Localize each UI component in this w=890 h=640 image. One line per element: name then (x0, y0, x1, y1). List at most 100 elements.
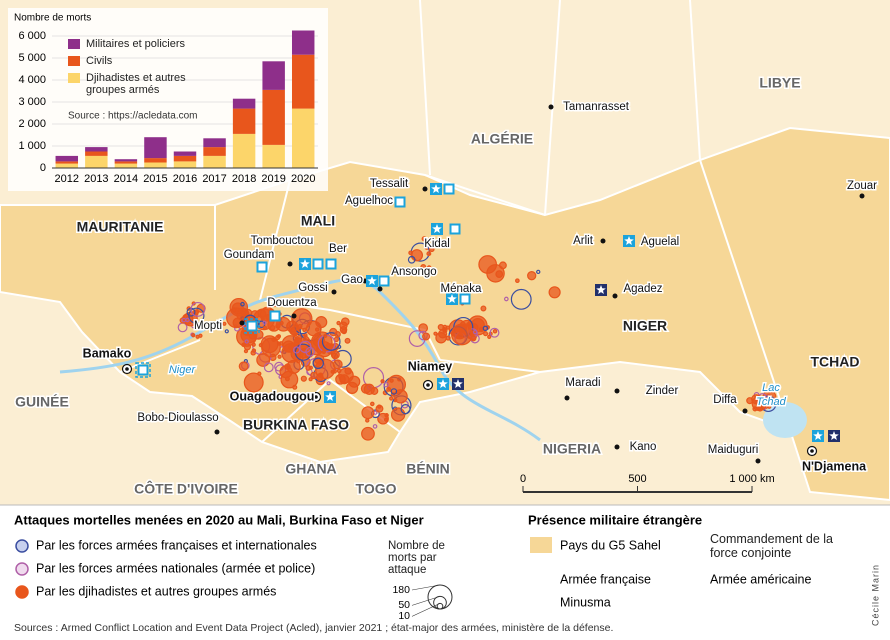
attack-marker (292, 384, 298, 390)
attack-marker (426, 251, 432, 257)
attack-marker (277, 354, 282, 359)
map-label: Gao (341, 274, 363, 286)
bar-segment (114, 161, 138, 164)
legend-marker (15, 539, 29, 553)
attack-marker (315, 316, 328, 329)
attack-marker (400, 404, 411, 415)
credit: Cécile Marin (870, 564, 880, 626)
bar-segment (203, 138, 226, 148)
legend-entry: Militaires et policiers (86, 38, 186, 50)
x-tick-label: 2020 (291, 173, 315, 185)
attack-marker (292, 346, 301, 354)
star (367, 276, 377, 285)
attack-marker (308, 377, 313, 382)
bar-segment (144, 158, 167, 163)
bar-segment (55, 163, 79, 168)
attack-marker (310, 371, 318, 380)
attack-marker (190, 301, 206, 317)
attack-marker (390, 407, 406, 422)
y-tick-label: 1 000 (18, 140, 46, 152)
attack-marker (272, 302, 277, 308)
attack-marker (222, 321, 227, 326)
legend-entry: Djihadistes et autres groupes armés (86, 72, 186, 96)
attack-marker (287, 345, 293, 350)
map-label: Douentza (267, 297, 317, 309)
attack-marker (421, 236, 427, 242)
minusma-icon (443, 183, 455, 195)
map-label: GUINÉE (15, 394, 69, 410)
x-tick-label: 2017 (202, 173, 226, 185)
city-dot (548, 104, 554, 110)
map-label: Aguelhoc (345, 195, 393, 207)
attack-marker (407, 255, 416, 264)
attack-marker (408, 250, 414, 256)
size-leader (411, 603, 441, 617)
map-label: TOGO (356, 481, 397, 497)
map-label: CÔTE D'IVOIRE (134, 480, 238, 497)
star (829, 431, 839, 440)
attack-marker (297, 323, 303, 329)
x-tick-label: 2013 (84, 173, 108, 185)
attack-marker (363, 383, 375, 395)
attack-marker (426, 265, 432, 270)
star (813, 431, 823, 440)
star (447, 294, 457, 303)
attack-marker (383, 382, 389, 388)
attack-marker (305, 346, 315, 357)
star (596, 285, 606, 294)
city-dot (214, 429, 220, 435)
map-label: GHANA (285, 461, 336, 477)
legend-label: Par les djihadistes et autres groupes ar… (36, 584, 276, 598)
attack-marker (312, 357, 324, 370)
map-label: NIGERIA (543, 441, 601, 457)
attack-marker (321, 332, 341, 351)
city-dot (287, 261, 293, 267)
attack-marker (548, 286, 561, 299)
attack-marker (244, 339, 249, 344)
attack-marker (375, 404, 384, 413)
legend-panel (0, 505, 890, 640)
attack-marker (243, 349, 249, 354)
events-layer (177, 236, 777, 441)
minusma-icon (459, 293, 471, 305)
g5-sahel (0, 126, 890, 502)
attack-marker (410, 249, 424, 262)
attack-marker (361, 426, 375, 441)
star (624, 236, 634, 245)
legend-label: Par les forces armées françaises et inte… (36, 538, 317, 552)
presence-label: Commandement de la force conjointe (710, 532, 833, 560)
city-dot (331, 289, 337, 295)
attack-marker (428, 246, 435, 253)
bar-segment (203, 155, 226, 168)
legend-title: Attaques mortelles menées en 2020 au Mal… (14, 512, 424, 527)
city-dot (612, 293, 618, 299)
attack-marker (240, 301, 245, 307)
legend-marker (15, 585, 29, 599)
size-label: 10 (398, 610, 410, 622)
map-label: Zinder (646, 385, 679, 397)
map-label: LIBYE (759, 75, 800, 91)
bar-segment (114, 159, 138, 162)
map-label: Tamanrasset (563, 101, 630, 113)
y-tick-label: 4 000 (18, 74, 46, 86)
size-leader (411, 584, 441, 591)
attack-marker (263, 362, 274, 373)
attack-marker (472, 329, 478, 335)
attack-marker (515, 278, 520, 284)
scale-label: 500 (628, 473, 646, 485)
attack-marker (336, 320, 341, 326)
map-label: Tessalit (370, 178, 409, 190)
map-label: Ansongo (391, 266, 436, 278)
star (432, 224, 442, 233)
attack-marker (344, 337, 351, 344)
map-label: Lac (762, 382, 780, 394)
attack-marker (361, 406, 375, 420)
map-label: TCHAD (811, 354, 860, 370)
x-tick-label: 2014 (114, 173, 138, 185)
attack-marker (291, 308, 313, 330)
y-tick-label: 0 (40, 162, 46, 174)
x-tick-label: 2016 (173, 173, 197, 185)
presence-label: Armée française (560, 572, 651, 586)
